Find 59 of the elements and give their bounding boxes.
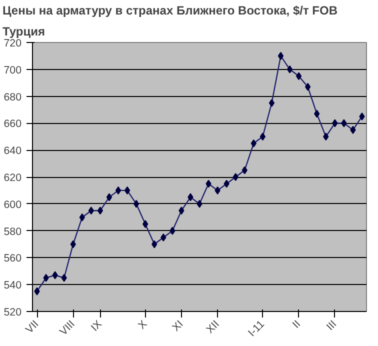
y-tick-label: 660 xyxy=(4,118,22,130)
y-tick-label: 540 xyxy=(4,280,22,292)
point xyxy=(260,132,266,141)
point xyxy=(250,139,256,148)
x-tick-label: I-11 xyxy=(246,318,267,340)
point xyxy=(52,271,58,280)
point xyxy=(314,110,320,118)
y-tick-label: 620 xyxy=(4,172,22,184)
chart-title: Цены на арматуру в странах Ближнего Востока, $/т FOB xyxy=(2,4,338,18)
y-tick-label: 560 xyxy=(4,252,22,265)
point xyxy=(170,226,176,235)
x-tick-label: VIII xyxy=(58,318,78,338)
x-tick-label: IX xyxy=(88,318,104,334)
y-tick-label: 700 xyxy=(4,64,22,76)
point xyxy=(323,132,329,141)
x-tick-label: II xyxy=(290,318,304,331)
point xyxy=(242,166,248,174)
point xyxy=(97,206,104,215)
x-tick-label: III xyxy=(324,318,340,334)
point xyxy=(115,186,122,194)
y-tick-label: 640 xyxy=(4,145,22,158)
point xyxy=(341,119,347,128)
x-tick-label: VII xyxy=(24,318,42,336)
point xyxy=(106,193,112,202)
point xyxy=(214,186,220,194)
point xyxy=(296,72,302,80)
point xyxy=(160,234,166,242)
point xyxy=(359,112,365,120)
y-tick-label: 580 xyxy=(4,226,22,238)
point xyxy=(124,186,130,194)
point xyxy=(43,274,49,282)
point xyxy=(268,99,275,108)
point xyxy=(278,52,284,60)
point xyxy=(286,65,293,74)
point xyxy=(196,200,202,208)
point xyxy=(304,82,311,91)
point xyxy=(332,119,338,128)
point xyxy=(34,287,40,296)
point xyxy=(70,240,76,248)
point xyxy=(61,274,67,282)
x-tick-label: X xyxy=(136,318,150,332)
point xyxy=(232,173,238,181)
y-tick-label: 520 xyxy=(4,306,22,318)
point xyxy=(178,206,184,215)
x-tick-label: XII xyxy=(204,318,222,336)
point xyxy=(206,180,212,188)
y-tick-label: 680 xyxy=(4,91,22,104)
chart-subtitle: Турция xyxy=(2,24,45,38)
point xyxy=(224,180,230,188)
point xyxy=(79,213,85,222)
point xyxy=(142,220,148,228)
x-tick-label: XI xyxy=(170,318,186,334)
point xyxy=(350,126,356,134)
point xyxy=(152,240,158,248)
point xyxy=(88,206,94,215)
y-tick-label: 720 xyxy=(4,38,22,50)
y-tick-label: 600 xyxy=(4,198,22,211)
point xyxy=(188,193,194,202)
point xyxy=(133,200,140,208)
